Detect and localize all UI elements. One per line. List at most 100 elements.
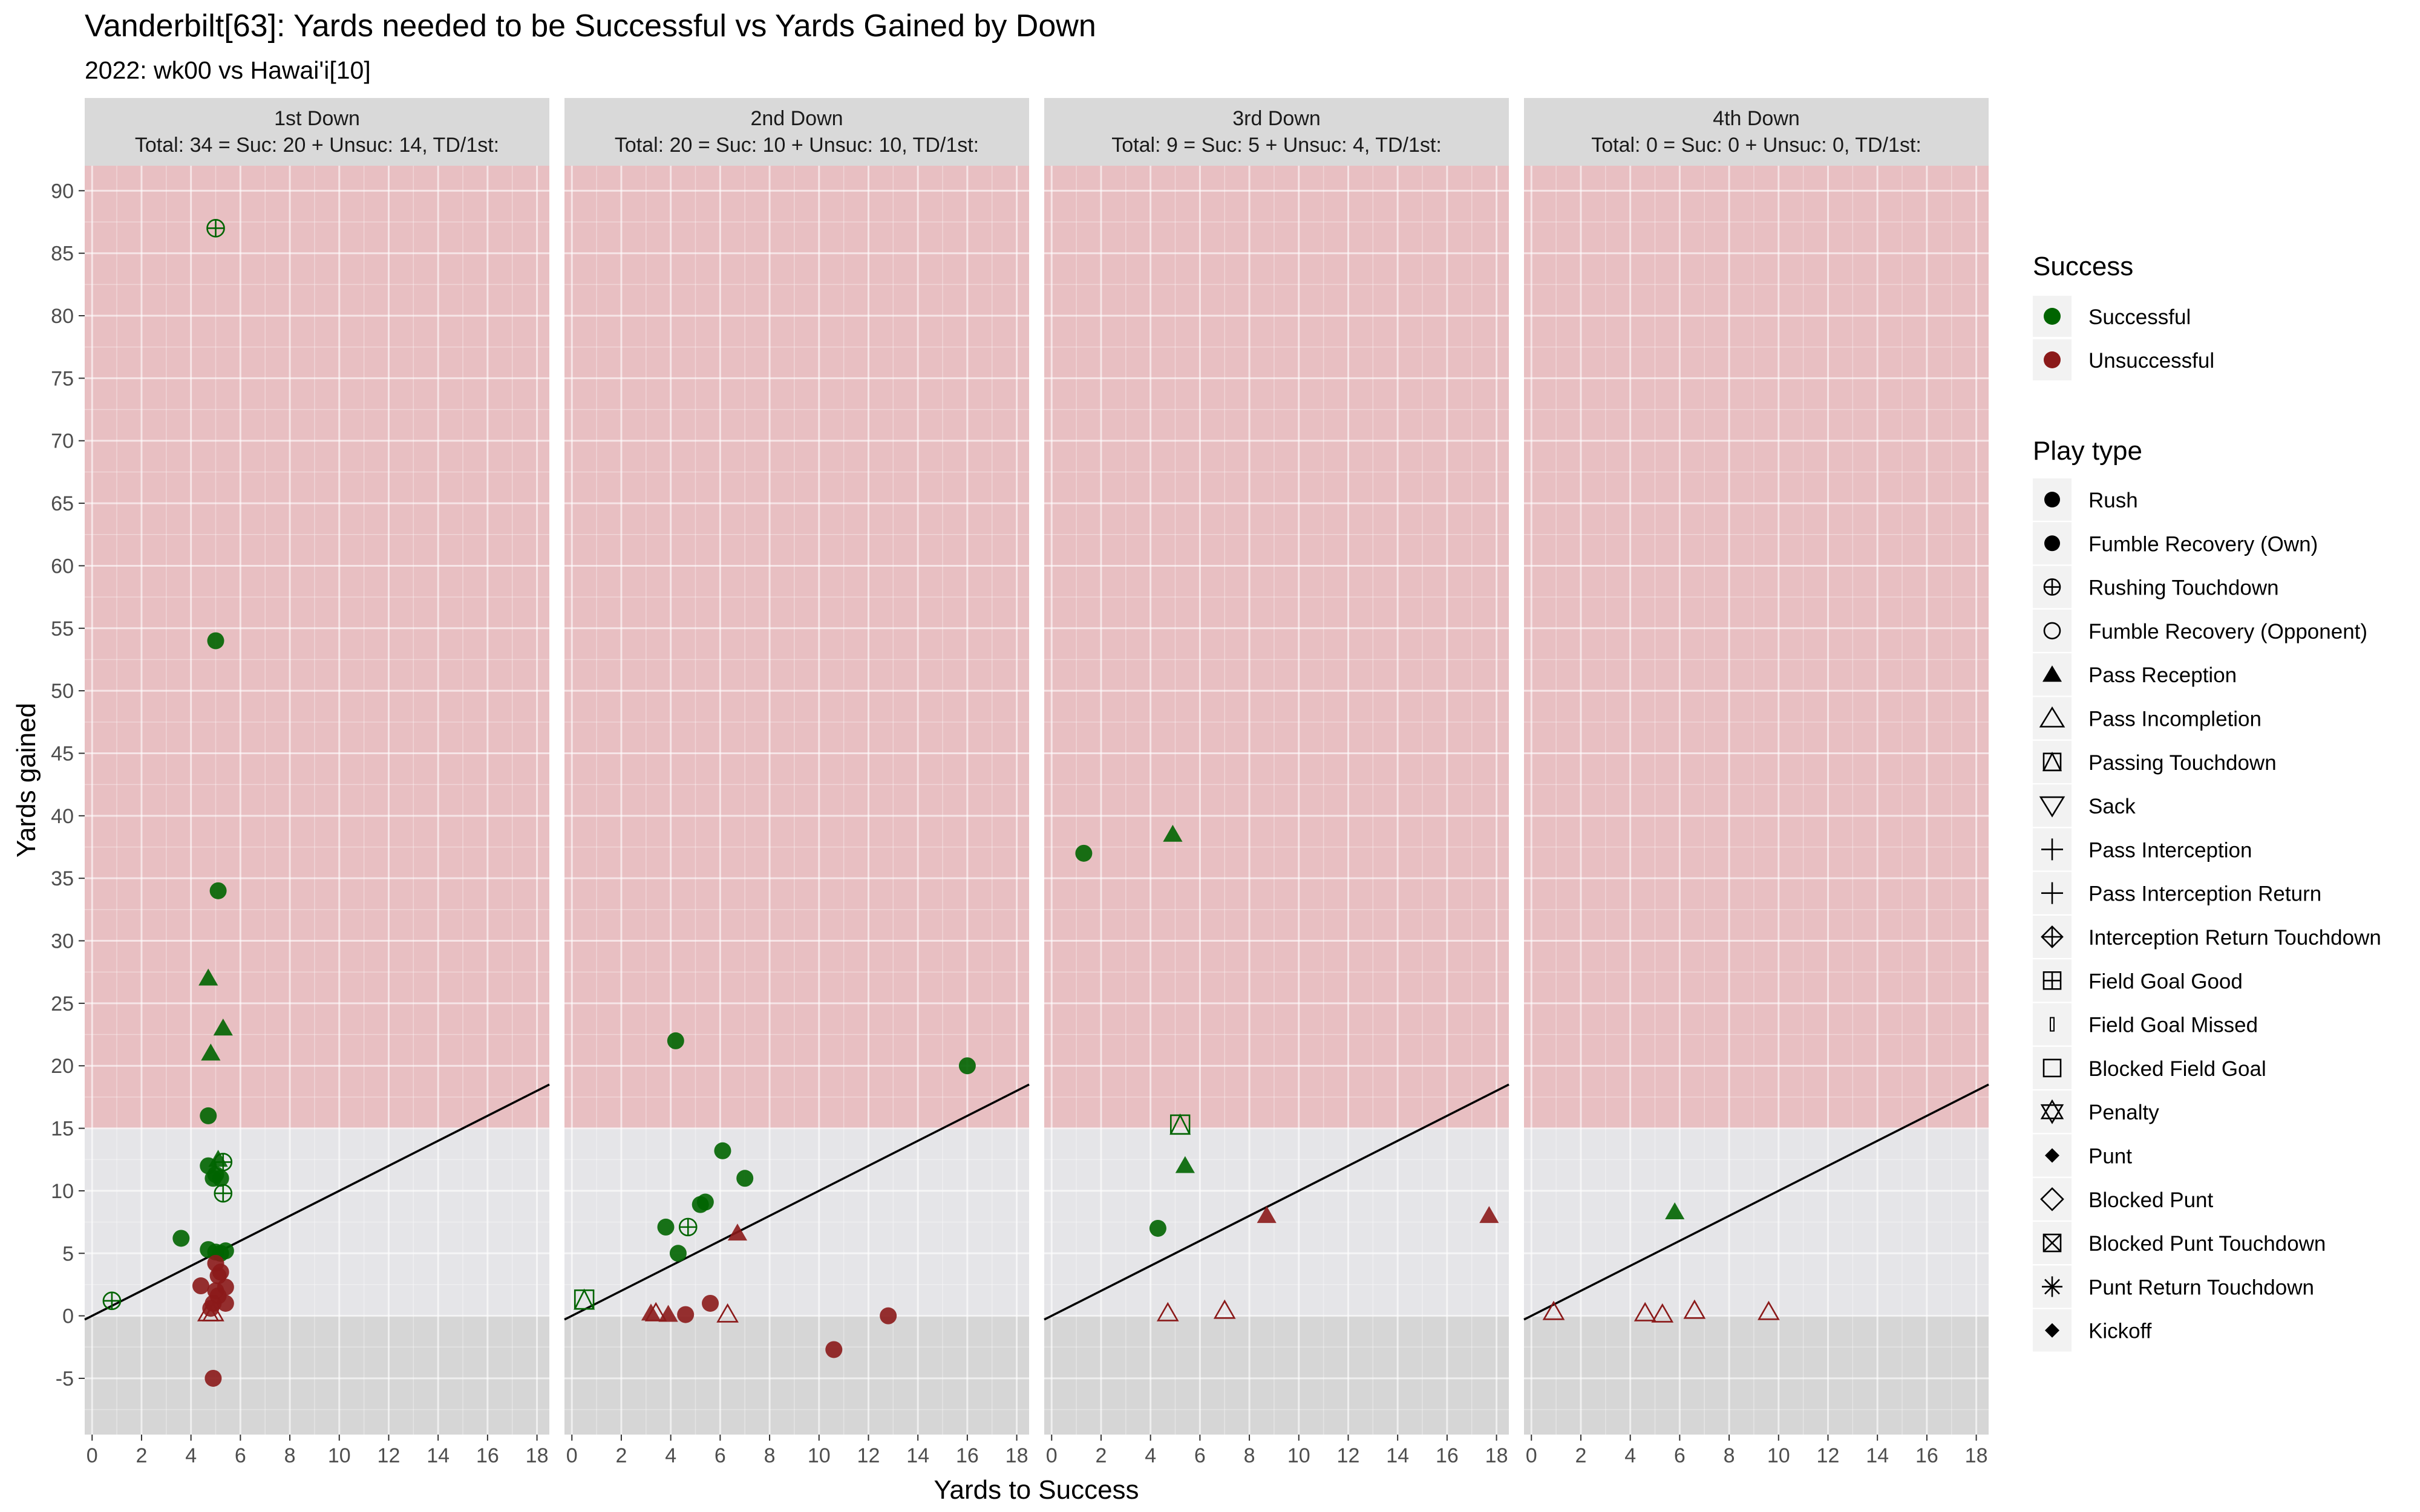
data-point — [209, 882, 227, 899]
legend-item-label: Pass Interception Return — [2088, 882, 2321, 906]
background-band — [85, 1128, 549, 1316]
facet-strip-label: 1st Down — [274, 107, 360, 130]
facet-strip — [1044, 98, 1509, 166]
y-tick-label: 10 — [51, 1180, 74, 1203]
data-points — [1075, 824, 1499, 1321]
legend-key-bg — [2033, 697, 2072, 740]
data-points — [574, 1032, 976, 1358]
x-tick-label: 12 — [1337, 1444, 1360, 1467]
y-tick-label: 35 — [51, 867, 74, 890]
x-tick-label: 16 — [956, 1444, 979, 1467]
reference-line — [84, 1083, 550, 1321]
legend-item-label: Interception Return Touchdown — [2088, 926, 2381, 950]
data-point — [213, 1018, 233, 1036]
x-tick-label: 14 — [906, 1444, 929, 1467]
data-point — [1651, 1303, 1674, 1323]
x-axis-label: Yards to Success — [934, 1475, 1139, 1505]
data-point — [716, 1303, 739, 1323]
x-tick-label: 0 — [1046, 1444, 1058, 1467]
x-tick-label: 8 — [1244, 1444, 1255, 1467]
data-point — [204, 1369, 222, 1387]
data-point — [1542, 1300, 1565, 1320]
x-tick-label: 12 — [1817, 1444, 1840, 1467]
legend-item-label: Pass Reception — [2088, 663, 2237, 687]
data-point — [1683, 1299, 1706, 1319]
legend-item-label: Sack — [2088, 795, 2136, 818]
data-point — [1257, 1206, 1277, 1224]
data-point — [727, 1224, 748, 1241]
legend-key-bg — [2033, 1178, 2072, 1220]
facet-strip-summary: Total: 34 = Suc: 20 + Unsuc: 14, TD/1st: — [135, 134, 499, 157]
y-tick-label: 5 — [62, 1242, 74, 1265]
y-tick-label: 15 — [51, 1118, 74, 1141]
y-tick-label: 85 — [51, 243, 74, 266]
data-point — [102, 1291, 122, 1311]
data-point — [714, 1142, 731, 1159]
x-tick-label: 14 — [1386, 1444, 1409, 1467]
legend-item-label: Blocked Field Goal — [2088, 1057, 2266, 1081]
data-point — [678, 1217, 698, 1237]
data-point — [207, 632, 224, 650]
data-point — [1169, 1113, 1191, 1135]
data-point — [702, 1294, 719, 1312]
x-tick-label: 10 — [808, 1444, 831, 1467]
y-tick-label: 45 — [51, 742, 74, 765]
legend-item-label: Unsuccessful — [2088, 349, 2214, 373]
plus-icon — [2041, 838, 2063, 861]
legend-key-bg — [2033, 1046, 2072, 1089]
facet-panel-1: 1st Down Total: 34 = Suc: 20 + Unsuc: 14,… — [84, 98, 550, 1467]
legend-key-bg — [2033, 1003, 2072, 1046]
data-point — [1163, 824, 1183, 842]
x-tick-label: 16 — [1436, 1444, 1459, 1467]
background-band — [564, 1128, 1029, 1316]
background-band — [1044, 1315, 1509, 1435]
facet-strip — [85, 98, 549, 166]
facet-panel-4: 4th Down Total: 0 = Suc: 0 + Unsuc: 0, TD… — [1523, 98, 1989, 1467]
data-point — [172, 1230, 190, 1247]
data-point — [1156, 1302, 1179, 1321]
data-point — [958, 1057, 976, 1075]
legend-item-label: Fumble Recovery (Own) — [2088, 532, 2318, 556]
x-tick-label: 8 — [284, 1444, 296, 1467]
background-band — [1524, 1315, 1989, 1435]
data-point — [192, 1277, 209, 1295]
x-tick-label: 16 — [1915, 1444, 1938, 1467]
legend-playtype-title: Play type — [2033, 436, 2142, 466]
star-of-david-icon — [2040, 1099, 2064, 1124]
y-tick-label: 90 — [51, 180, 74, 203]
y-axis: -5 0 5 10 15 20 25 30 35 40 45 50 55 60 65 70 75 80 85 90 — [51, 180, 85, 1390]
y-tick-label: 40 — [51, 805, 74, 828]
x-tick-label: 2 — [1095, 1444, 1107, 1467]
facet-panels: 1st Down Total: 34 = Suc: 20 + Unsuc: 14,… — [51, 98, 1989, 1467]
data-point — [736, 1170, 754, 1187]
legend-item-label: Punt — [2088, 1145, 2132, 1168]
data-point — [574, 1288, 595, 1310]
data-point — [644, 1302, 667, 1321]
x-tick-label: 10 — [328, 1444, 351, 1467]
reference-line — [1523, 1083, 1989, 1321]
legend-key-bg — [2033, 1090, 2072, 1133]
x-tick-label: 6 — [1194, 1444, 1206, 1467]
reference-line — [1044, 1083, 1509, 1321]
y-axis-label: Yards gained — [11, 703, 41, 858]
data-point — [1479, 1206, 1499, 1224]
y-tick-label: 65 — [51, 492, 74, 515]
x-tick-label: 10 — [1287, 1444, 1310, 1467]
legend-item-label: Fumble Recovery (Opponent) — [2088, 620, 2367, 644]
data-point — [217, 1294, 234, 1312]
facet-strip — [564, 98, 1029, 166]
legend-item-label: Blocked Punt — [2088, 1188, 2214, 1212]
data-point — [825, 1341, 843, 1358]
y-tick-label: 30 — [51, 930, 74, 953]
legend-swatch-circle-icon — [2044, 308, 2061, 325]
open-circle-icon — [2043, 622, 2061, 640]
open-down-triangle-icon — [2039, 796, 2065, 818]
legend-item-label: Field Goal Good — [2088, 969, 2243, 993]
facet-strip-label: 3rd Down — [1232, 107, 1321, 130]
y-tick-label: 25 — [51, 992, 74, 1015]
x-tick-label: 8 — [764, 1444, 776, 1467]
x-tick-label: 14 — [1866, 1444, 1889, 1467]
x-tick-label: 0 — [87, 1444, 98, 1467]
y-tick-label: 0 — [62, 1305, 74, 1328]
